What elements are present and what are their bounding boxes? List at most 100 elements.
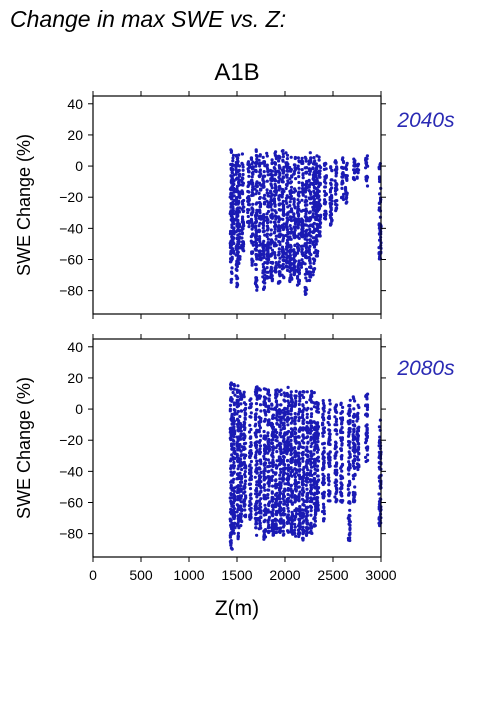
data-point bbox=[280, 224, 284, 228]
data-point bbox=[307, 167, 311, 171]
data-point bbox=[244, 494, 248, 498]
data-point bbox=[250, 241, 254, 245]
data-point bbox=[254, 164, 258, 168]
data-point bbox=[254, 247, 258, 252]
data-point bbox=[333, 481, 337, 485]
data-point bbox=[345, 193, 349, 197]
data-point bbox=[251, 185, 255, 189]
data-point bbox=[297, 267, 301, 271]
data-point bbox=[236, 250, 240, 254]
data-point bbox=[285, 183, 289, 187]
data-point bbox=[232, 222, 236, 226]
data-point bbox=[329, 216, 333, 220]
data-point bbox=[311, 236, 315, 240]
data-point bbox=[231, 168, 235, 172]
data-point bbox=[315, 443, 319, 447]
data-point bbox=[313, 461, 317, 465]
data-point bbox=[266, 451, 270, 455]
data-point bbox=[248, 515, 252, 519]
data-point bbox=[242, 498, 246, 502]
data-point bbox=[270, 504, 274, 509]
data-point bbox=[249, 492, 253, 496]
data-point bbox=[235, 477, 239, 481]
data-point bbox=[228, 398, 233, 402]
data-point bbox=[277, 442, 281, 446]
data-point bbox=[285, 260, 289, 265]
data-point bbox=[255, 500, 259, 505]
data-point bbox=[280, 178, 284, 182]
data-point bbox=[303, 244, 307, 248]
data-point bbox=[257, 481, 261, 485]
data-point bbox=[311, 201, 315, 205]
data-point bbox=[281, 529, 285, 533]
data-point bbox=[283, 489, 287, 493]
data-point bbox=[289, 227, 293, 231]
data-point bbox=[288, 259, 292, 263]
data-point bbox=[344, 189, 348, 193]
data-point bbox=[243, 479, 248, 483]
data-point bbox=[285, 268, 290, 272]
data-point bbox=[277, 247, 281, 251]
data-point bbox=[247, 197, 251, 201]
data-point bbox=[289, 188, 293, 193]
data-point bbox=[311, 196, 315, 200]
data-point bbox=[250, 206, 254, 210]
data-point bbox=[253, 168, 257, 172]
data-point bbox=[236, 521, 240, 525]
data-point bbox=[307, 231, 311, 235]
data-point bbox=[257, 387, 261, 391]
data-point bbox=[281, 239, 285, 243]
data-point bbox=[365, 447, 369, 451]
data-point bbox=[258, 416, 262, 421]
data-point bbox=[314, 172, 318, 176]
data-point bbox=[348, 526, 352, 530]
data-point bbox=[321, 416, 326, 420]
data-point bbox=[254, 422, 258, 426]
data-point bbox=[293, 528, 297, 533]
data-point bbox=[279, 509, 283, 513]
data-point bbox=[329, 165, 333, 169]
data-point bbox=[308, 191, 312, 195]
data-point bbox=[271, 474, 275, 478]
data-point bbox=[289, 248, 293, 252]
data-point bbox=[351, 461, 355, 465]
data-point bbox=[342, 192, 346, 196]
data-point bbox=[255, 288, 259, 292]
data-point bbox=[230, 266, 234, 270]
data-point bbox=[278, 412, 282, 416]
data-point bbox=[297, 159, 301, 163]
data-point bbox=[286, 520, 290, 524]
data-point bbox=[270, 519, 274, 523]
data-point bbox=[269, 228, 273, 232]
data-point bbox=[240, 245, 244, 249]
data-point bbox=[231, 219, 235, 223]
data-point bbox=[229, 480, 233, 484]
data-point bbox=[293, 243, 297, 248]
data-point bbox=[335, 461, 339, 465]
data-point bbox=[250, 220, 254, 224]
data-point bbox=[335, 423, 339, 427]
data-point bbox=[249, 506, 253, 510]
data-point bbox=[364, 424, 368, 428]
data-point bbox=[286, 500, 290, 504]
data-point bbox=[328, 428, 332, 433]
data-point bbox=[231, 446, 235, 450]
data-point bbox=[231, 438, 235, 442]
data-point bbox=[305, 528, 309, 532]
data-point bbox=[300, 415, 304, 419]
data-point bbox=[261, 184, 265, 188]
data-point bbox=[322, 490, 326, 494]
data-point bbox=[267, 469, 271, 473]
data-point bbox=[340, 179, 345, 183]
data-point bbox=[277, 197, 281, 201]
data-point bbox=[269, 195, 273, 199]
data-point bbox=[306, 468, 310, 472]
data-point bbox=[237, 180, 241, 184]
data-point bbox=[315, 239, 319, 243]
data-point bbox=[254, 450, 258, 455]
data-point bbox=[289, 245, 293, 249]
data-point bbox=[232, 194, 236, 198]
data-point bbox=[279, 421, 283, 425]
data-point bbox=[312, 440, 316, 444]
data-point bbox=[334, 484, 338, 488]
